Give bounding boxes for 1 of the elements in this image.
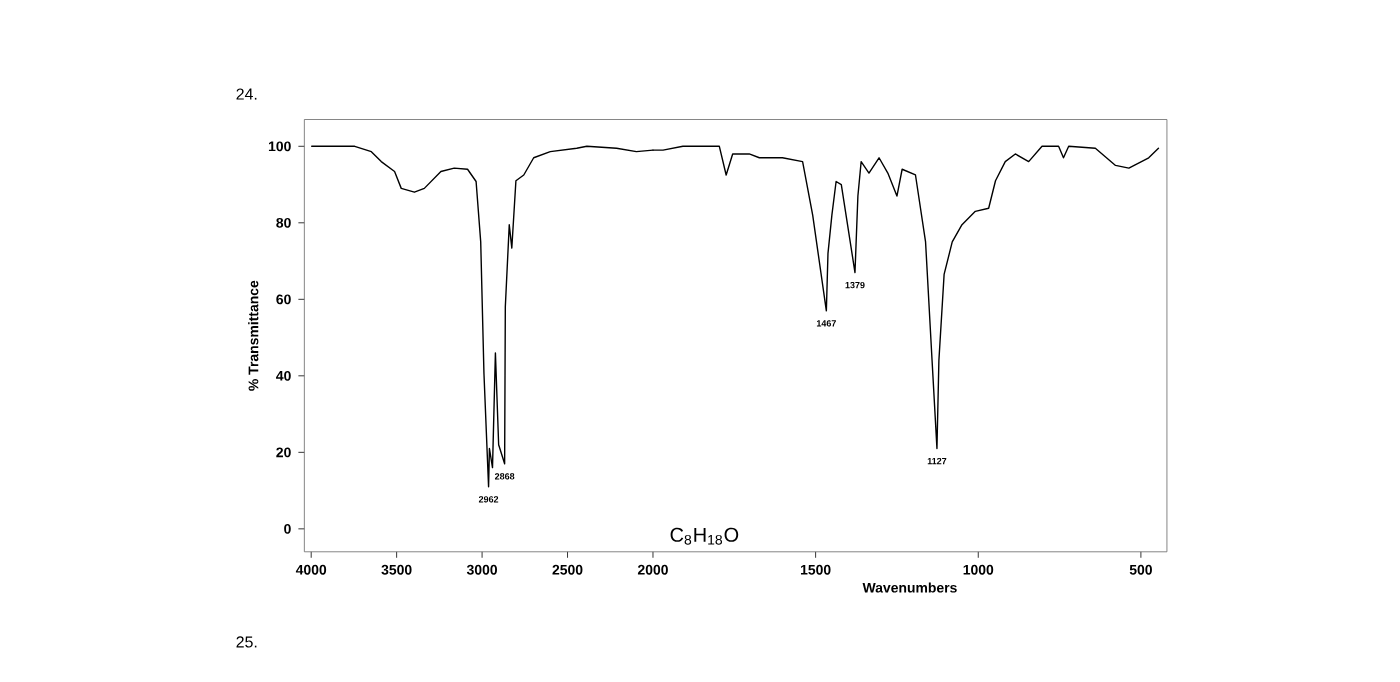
annotation: C$_{8}$H$_{18}$O	[670, 528, 739, 546]
